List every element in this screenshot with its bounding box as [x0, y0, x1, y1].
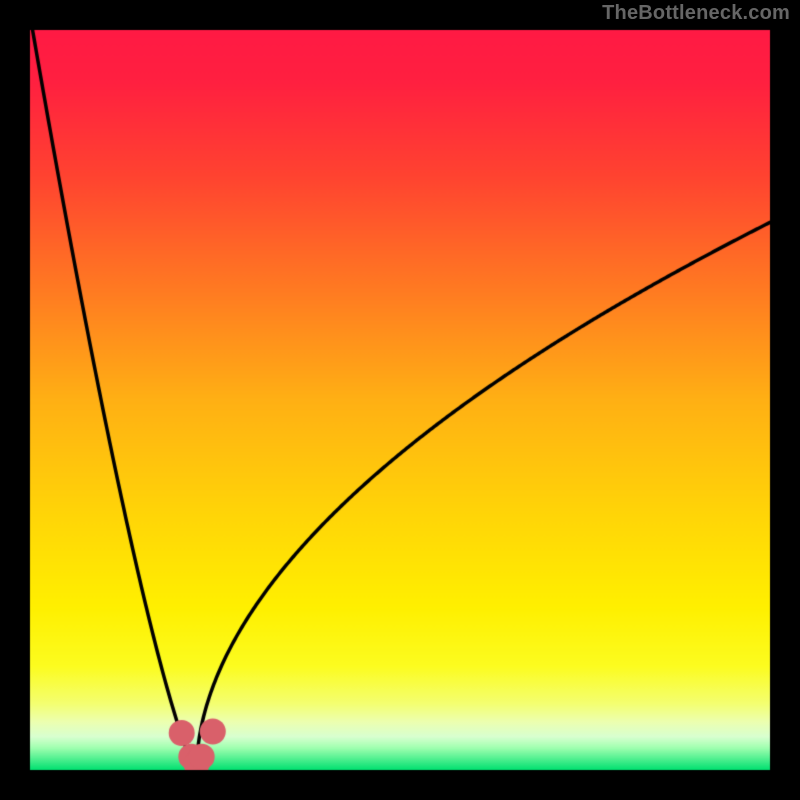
chart-container: TheBottleneck.com: [0, 0, 800, 800]
chart-canvas: [0, 0, 800, 800]
watermark-text: TheBottleneck.com: [602, 2, 790, 25]
